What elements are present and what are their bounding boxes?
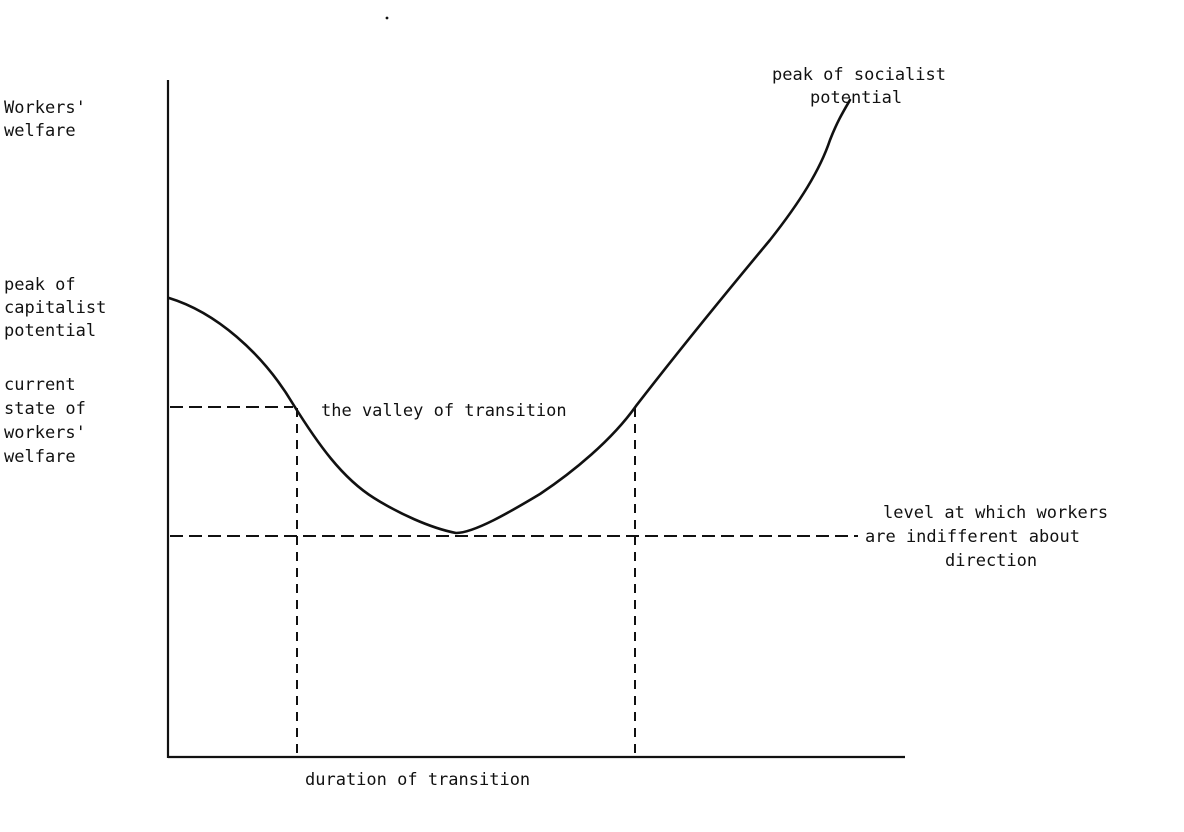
welfare-curve xyxy=(167,98,852,535)
speck-mark xyxy=(385,16,389,20)
socialist-peak-label: peak of socialist potential xyxy=(772,65,956,108)
socialist-peak-label-line: potential xyxy=(810,88,902,108)
capitalist-peak-label-line: peak of xyxy=(4,275,76,295)
current-state-label-line: current xyxy=(4,375,76,395)
capitalist-peak-label: peak of capitalist potential xyxy=(4,275,117,341)
valley-label: the valley of transition xyxy=(321,401,567,421)
current-state-label-line: workers' xyxy=(4,423,86,443)
socialist-peak-label-line: peak of socialist xyxy=(772,65,946,85)
current-state-label-line: welfare xyxy=(4,447,76,467)
capitalist-peak-label-line: potential xyxy=(4,321,96,341)
current-state-label-line: state of xyxy=(4,399,86,419)
indifference-level-label-line: direction xyxy=(945,551,1037,571)
indifference-level-label: level at which workers are indifferent a… xyxy=(865,503,1118,571)
y-axis-label-line: welfare xyxy=(4,121,76,141)
y-axis-label-line: Workers' xyxy=(4,98,86,118)
y-axis-label: Workers' welfare xyxy=(4,98,96,141)
indifference-level-label-line: are indifferent about xyxy=(865,527,1080,547)
x-axis-label: duration of transition xyxy=(305,770,530,790)
indifference-level-label-line: level at which workers xyxy=(883,503,1108,523)
capitalist-peak-label-line: capitalist xyxy=(4,298,106,318)
current-state-label: current state of workers' welfare xyxy=(4,375,96,467)
